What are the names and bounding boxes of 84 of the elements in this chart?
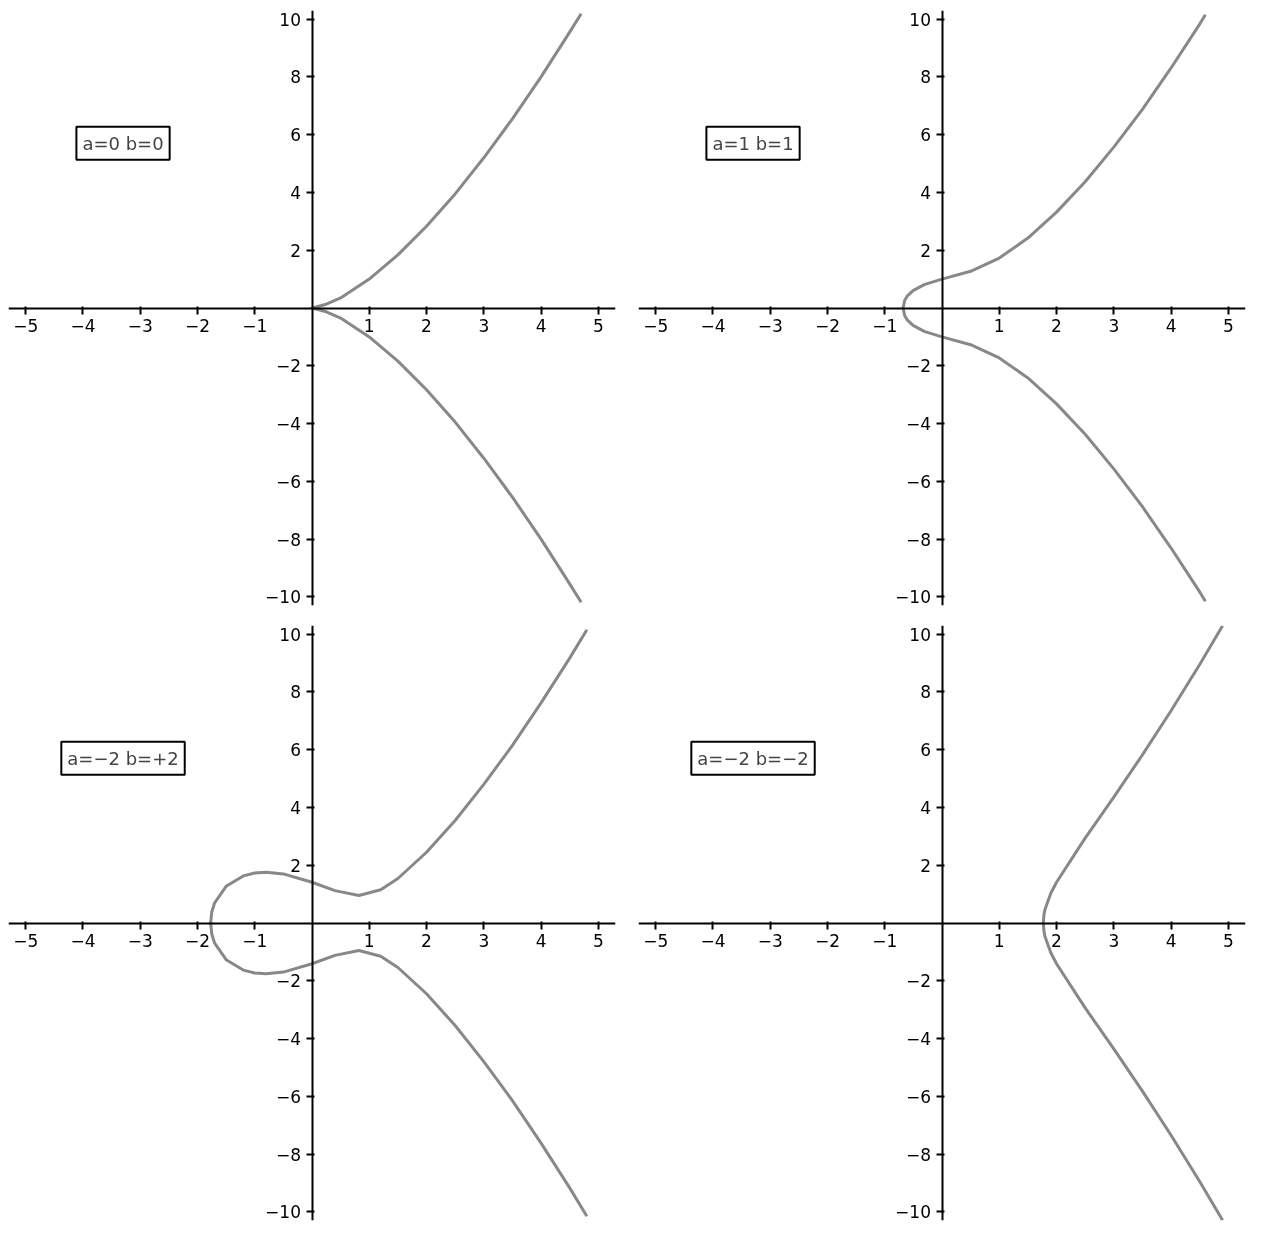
x-tick-label: −4 xyxy=(70,931,96,951)
x-tick-label: 5 xyxy=(1222,931,1234,951)
y-tick-label: −8 xyxy=(275,1144,301,1165)
annotation: a=−2 b=+2 xyxy=(67,747,179,769)
x-tick-label: 3 xyxy=(1108,316,1120,336)
y-tick-label: 6 xyxy=(920,125,932,146)
x-tick-label: 5 xyxy=(1222,316,1234,336)
x-tick-label: −5 xyxy=(13,931,39,951)
x-tick-label: 4 xyxy=(1165,931,1177,951)
x-tick-label: 1 xyxy=(363,931,375,951)
y-tick-label: −6 xyxy=(275,1086,301,1107)
y-tick-label: 8 xyxy=(920,682,932,703)
x-tick-label: −4 xyxy=(700,316,726,336)
y-tick-label: 2 xyxy=(290,855,302,876)
y-tick-label: −4 xyxy=(275,1029,301,1050)
x-tick-label: −1 xyxy=(242,931,268,951)
x-tick-label: −2 xyxy=(184,316,210,336)
x-tick-label: −5 xyxy=(643,931,669,951)
x-tick-label: 1 xyxy=(363,316,375,336)
x-tick-label: 3 xyxy=(478,931,490,951)
x-tick-label: 2 xyxy=(421,316,432,336)
x-tick-label: −1 xyxy=(872,931,898,951)
y-tick-label: −10 xyxy=(895,587,932,608)
x-tick-label: 2 xyxy=(1051,316,1062,336)
y-tick-label: 2 xyxy=(290,240,302,261)
x-tick-label: 5 xyxy=(592,931,604,951)
y-tick-label: −6 xyxy=(275,471,301,492)
y-tick-label: 4 xyxy=(920,182,932,203)
y-tick-label: 8 xyxy=(290,67,302,88)
x-tick-label: −3 xyxy=(757,316,783,336)
y-tick-label: 4 xyxy=(290,797,302,818)
y-tick-label: 10 xyxy=(279,624,302,645)
y-tick-label: −10 xyxy=(265,1202,302,1223)
x-tick-label: −4 xyxy=(70,316,96,336)
x-tick-label: 1 xyxy=(993,316,1005,336)
y-tick-label: −8 xyxy=(905,1144,931,1165)
y-tick-label: 10 xyxy=(909,624,932,645)
y-tick-label: 10 xyxy=(909,9,932,30)
y-tick-label: 4 xyxy=(920,797,932,818)
x-tick-label: 4 xyxy=(535,316,547,336)
y-tick-label: −10 xyxy=(265,587,302,608)
y-tick-label: −4 xyxy=(275,414,301,435)
x-tick-label: −5 xyxy=(643,316,669,336)
y-tick-label: 6 xyxy=(290,125,302,146)
y-tick-label: 8 xyxy=(290,682,302,703)
y-tick-label: 2 xyxy=(920,240,932,261)
x-tick-label: 2 xyxy=(421,931,432,951)
y-tick-label: 6 xyxy=(920,740,932,761)
y-tick-label: −2 xyxy=(905,356,931,377)
y-tick-label: 2 xyxy=(920,855,932,876)
x-tick-label: −2 xyxy=(814,931,840,951)
y-tick-label: −6 xyxy=(905,1086,931,1107)
x-tick-label: −3 xyxy=(127,931,153,951)
x-tick-label: −5 xyxy=(13,316,39,336)
x-tick-label: 5 xyxy=(592,316,604,336)
x-tick-label: 4 xyxy=(535,931,547,951)
y-tick-label: −4 xyxy=(905,1029,931,1050)
x-tick-label: −1 xyxy=(872,316,898,336)
y-tick-label: −2 xyxy=(905,971,931,992)
y-tick-label: 10 xyxy=(279,9,302,30)
x-tick-label: 3 xyxy=(478,316,490,336)
x-tick-label: −3 xyxy=(757,931,783,951)
y-tick-label: −6 xyxy=(905,471,931,492)
y-tick-label: 4 xyxy=(290,182,302,203)
y-tick-label: −4 xyxy=(905,414,931,435)
y-tick-label: 8 xyxy=(920,67,932,88)
annotation: a=1 b=1 xyxy=(712,132,794,154)
y-tick-label: −8 xyxy=(275,529,301,550)
x-tick-label: 3 xyxy=(1108,931,1120,951)
annotation: a=−2 b=−2 xyxy=(697,747,809,769)
x-tick-label: 1 xyxy=(993,931,1005,951)
x-tick-label: −2 xyxy=(814,316,840,336)
y-tick-label: −2 xyxy=(275,356,301,377)
x-tick-label: 2 xyxy=(1051,931,1062,951)
x-tick-label: 4 xyxy=(1165,316,1177,336)
x-tick-label: −4 xyxy=(700,931,726,951)
y-tick-label: −2 xyxy=(275,971,301,992)
y-tick-label: −10 xyxy=(895,1202,932,1223)
y-tick-label: −8 xyxy=(905,529,931,550)
annotation: a=0 b=0 xyxy=(82,132,164,154)
x-tick-label: −2 xyxy=(184,931,210,951)
y-tick-label: 6 xyxy=(290,740,302,761)
x-tick-label: −3 xyxy=(127,316,153,336)
x-tick-label: −1 xyxy=(242,316,268,336)
